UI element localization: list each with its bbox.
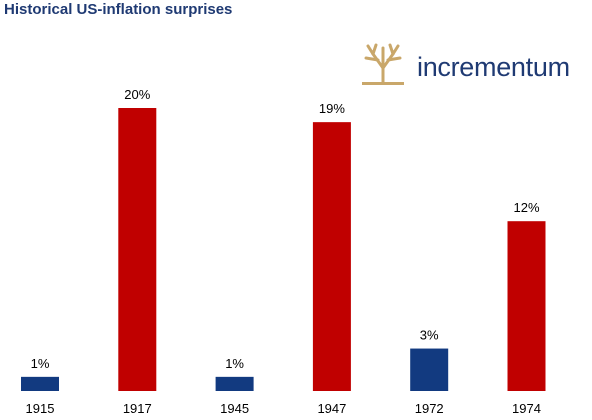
data-label-1974: 12% <box>513 200 539 215</box>
x-tick-label-1974: 1974 <box>512 401 541 416</box>
x-tick-label-1972: 1972 <box>415 401 444 416</box>
data-label-1915: 1% <box>31 356 50 371</box>
data-label-1972: 3% <box>420 328 439 343</box>
data-label-1917: 20% <box>124 87 150 102</box>
x-tick-label-1915: 1915 <box>26 401 55 416</box>
x-tick-label-1917: 1917 <box>123 401 152 416</box>
bar-1945 <box>215 376 254 391</box>
chart-title: Historical US-inflation surprises <box>4 1 233 18</box>
bar-1972 <box>410 348 449 391</box>
incrementum-logo: incrementum <box>358 42 588 92</box>
x-tick-label-1945: 1945 <box>220 401 249 416</box>
tree-logo-icon <box>362 43 404 85</box>
data-label-1945: 1% <box>225 356 244 371</box>
x-tick-label-1947: 1947 <box>317 401 346 416</box>
data-label-1947: 19% <box>319 101 345 116</box>
logo-text: incrementum <box>417 52 570 82</box>
bar-1917 <box>118 108 157 391</box>
bar-1915 <box>21 376 59 391</box>
bar-1974 <box>507 221 546 391</box>
bar-1947 <box>312 122 351 392</box>
